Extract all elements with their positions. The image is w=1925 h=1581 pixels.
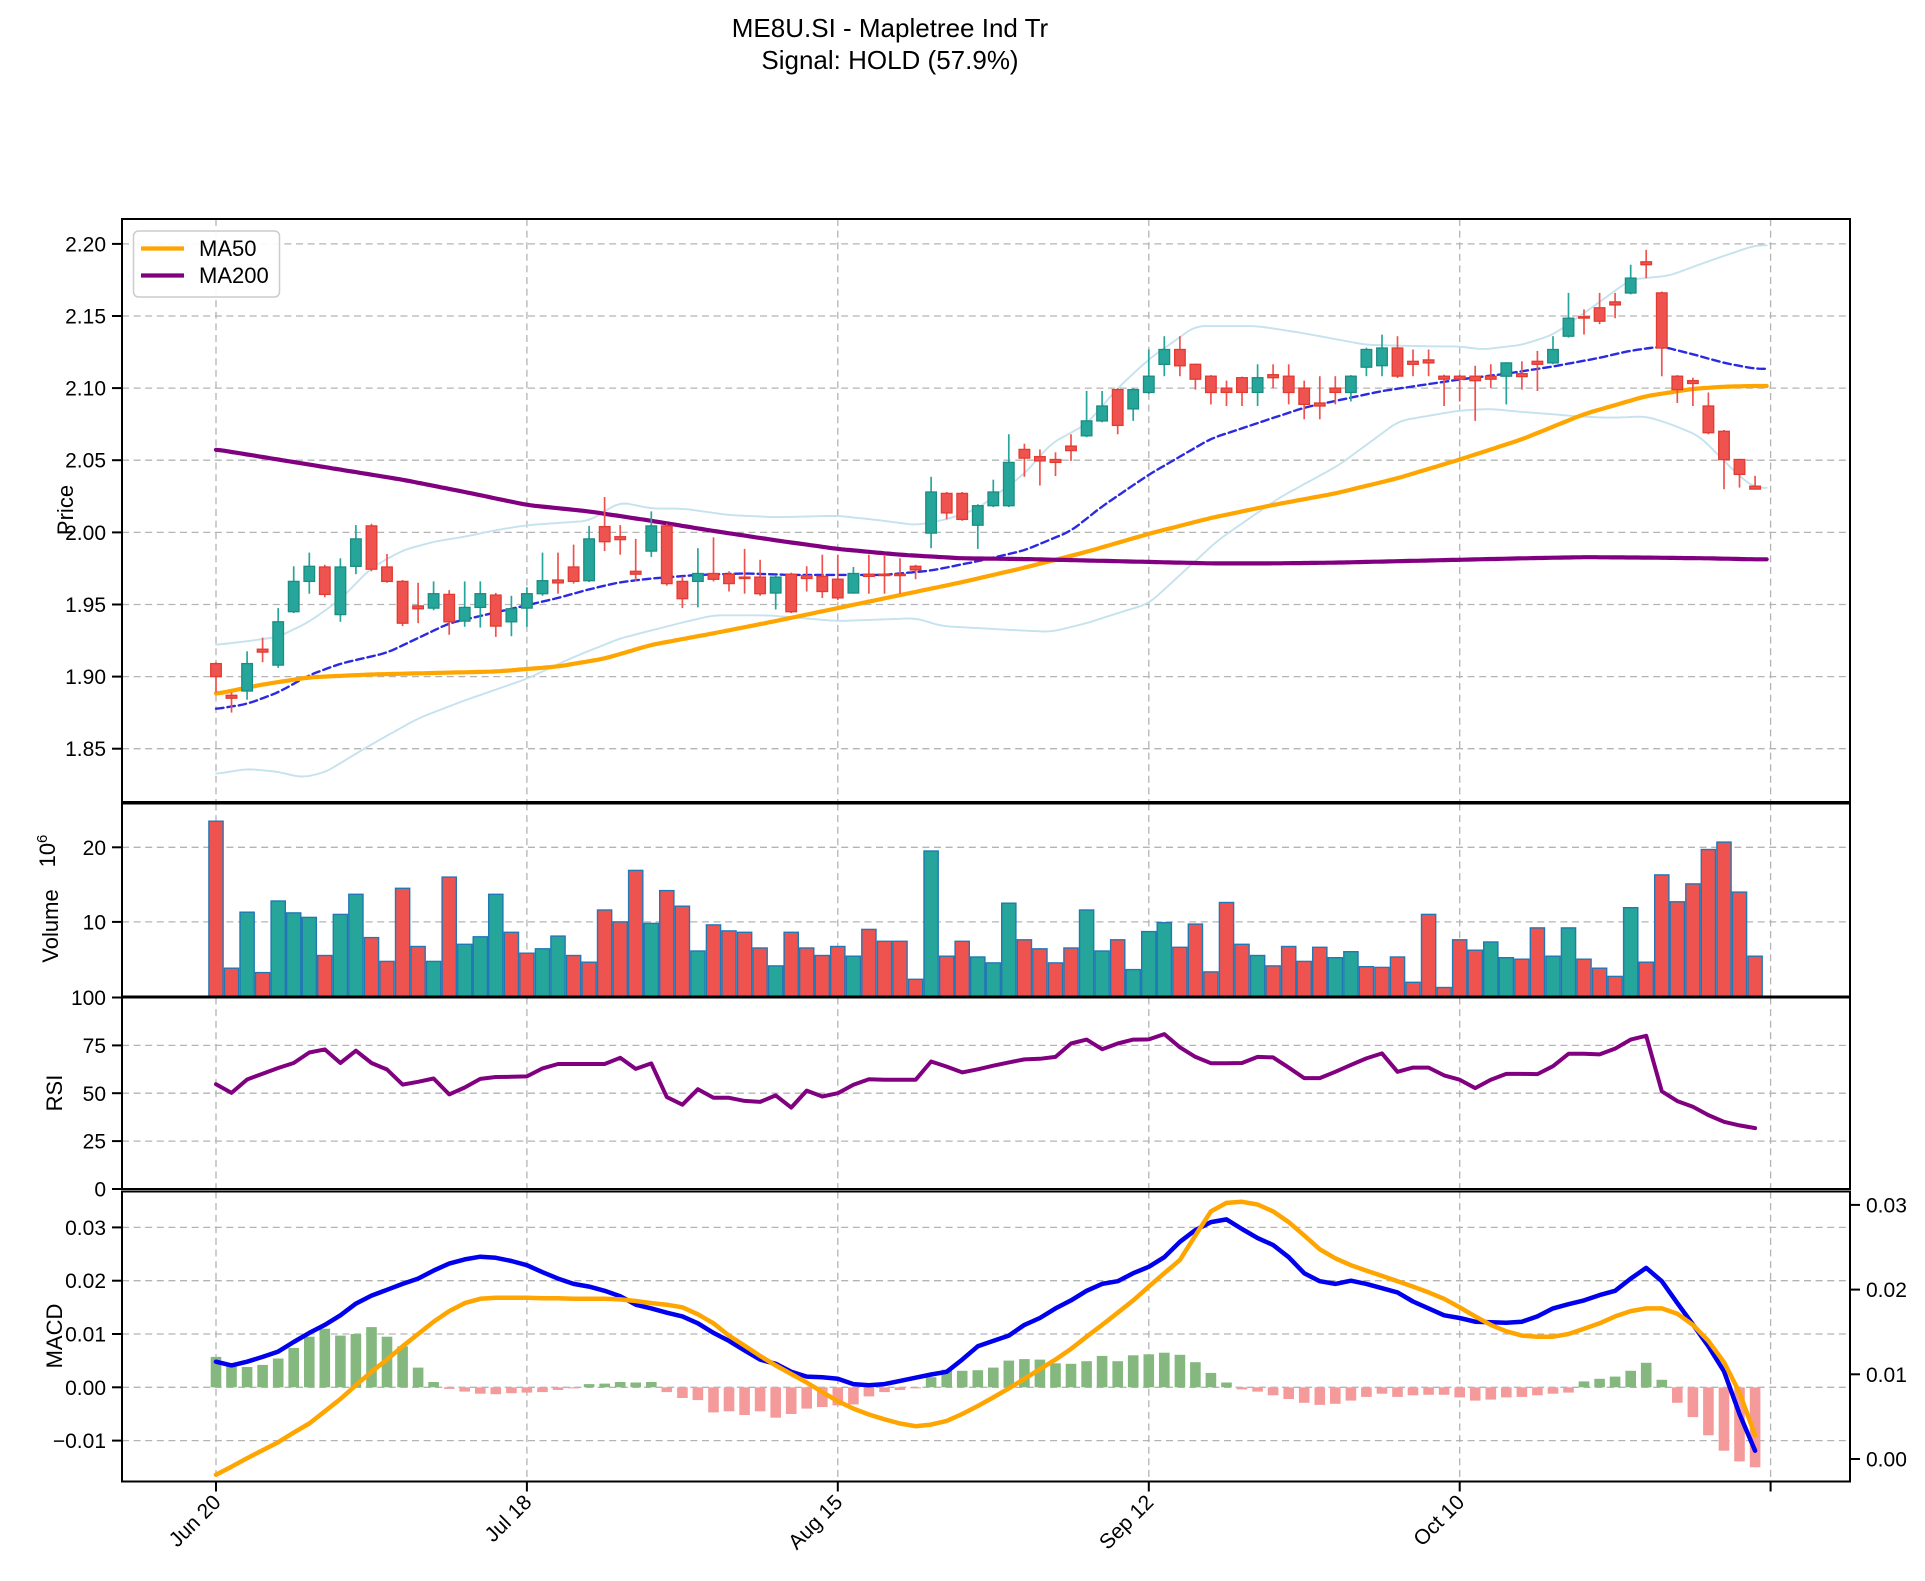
svg-text:1.95: 1.95 <box>65 594 106 617</box>
svg-text:0.00: 0.00 <box>1866 1449 1907 1472</box>
svg-text:0.00: 0.00 <box>65 1377 106 1400</box>
svg-text:25: 25 <box>83 1131 106 1154</box>
svg-text:100: 100 <box>71 987 106 1010</box>
svg-text:0.01: 0.01 <box>1866 1364 1907 1387</box>
svg-text:Signal: HOLD (57.9%): Signal: HOLD (57.9%) <box>761 45 1018 75</box>
svg-text:MA50: MA50 <box>199 236 256 261</box>
svg-text:MACD: MACD <box>42 1304 67 1369</box>
svg-text:20: 20 <box>83 837 106 860</box>
svg-text:Price: Price <box>53 485 78 535</box>
svg-text:0.01: 0.01 <box>65 1324 106 1347</box>
svg-text:1.90: 1.90 <box>65 666 106 689</box>
svg-text:2.00: 2.00 <box>65 522 106 545</box>
svg-text:50: 50 <box>83 1083 106 1106</box>
svg-text:0.02: 0.02 <box>65 1270 106 1293</box>
svg-text:Volume: Volume <box>38 889 63 962</box>
svg-text:2.20: 2.20 <box>65 233 106 256</box>
svg-text:ME8U.SI - Mapletree Ind Tr: ME8U.SI - Mapletree Ind Tr <box>732 13 1049 43</box>
svg-text:2.15: 2.15 <box>65 306 106 329</box>
svg-text:2.10: 2.10 <box>65 378 106 401</box>
svg-text:MA200: MA200 <box>199 263 269 288</box>
svg-text:75: 75 <box>83 1035 106 1058</box>
svg-text:2.05: 2.05 <box>65 450 106 473</box>
svg-text:10: 10 <box>83 911 106 934</box>
svg-text:0.03: 0.03 <box>65 1217 106 1240</box>
svg-text:RSI: RSI <box>42 1075 67 1112</box>
svg-text:0: 0 <box>94 1179 106 1202</box>
svg-text:1.85: 1.85 <box>65 738 106 761</box>
svg-text:0.02: 0.02 <box>1866 1279 1907 1302</box>
svg-text:0.03: 0.03 <box>1866 1194 1907 1217</box>
svg-text:−0.01: −0.01 <box>53 1430 106 1453</box>
